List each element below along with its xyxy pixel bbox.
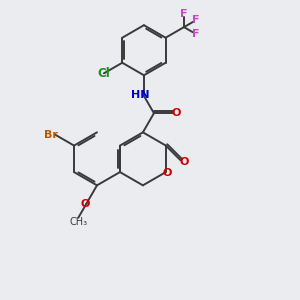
Text: O: O [163,168,172,178]
Text: CH₃: CH₃ [69,217,87,227]
Text: Br: Br [44,130,57,140]
Text: F: F [192,16,199,26]
Text: O: O [80,199,90,209]
Text: Cl: Cl [97,67,110,80]
Text: O: O [172,108,181,118]
Text: F: F [192,29,199,39]
Text: O: O [179,157,189,166]
Text: F: F [180,9,188,19]
Text: HN: HN [131,90,150,100]
